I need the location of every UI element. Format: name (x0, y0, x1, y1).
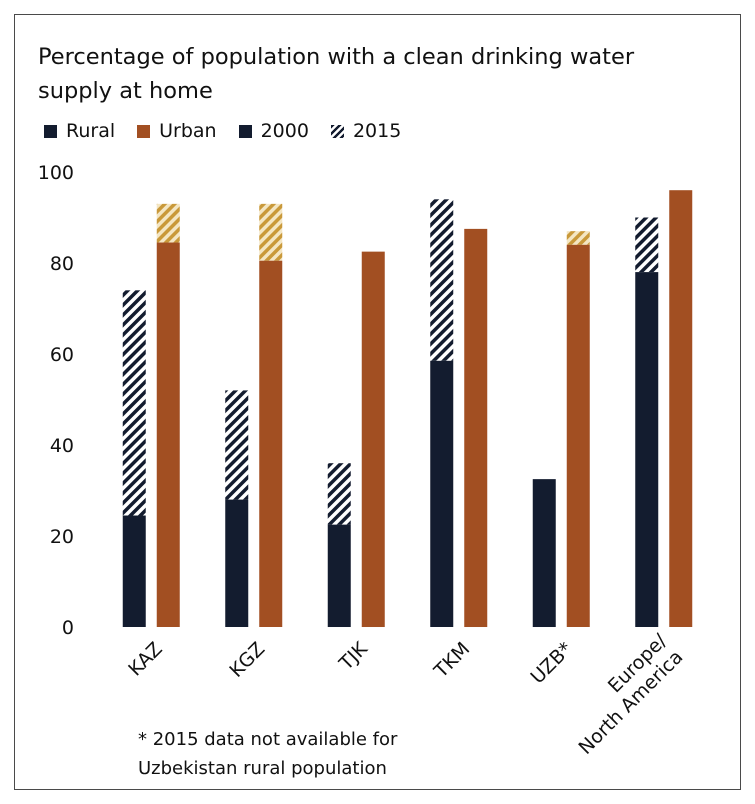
x-category-label: TJK (335, 638, 373, 676)
legend-swatch-rural (44, 124, 57, 138)
x-category-label: UZB* (526, 638, 576, 688)
footnote-line-2: Uzbekistan rural population (138, 758, 387, 779)
legend-item-2015: 2015 (330, 120, 402, 142)
chart-title-line-1: Percentage of population with a clean dr… (38, 44, 635, 70)
chart-legend: Rural Urban 2000 2015 (44, 116, 423, 146)
legend-label-2015: 2015 (352, 120, 402, 142)
legend-swatch-urban (137, 124, 151, 138)
urban-bar-2015-increment (156, 203, 180, 243)
urban-bar-2015-increment (566, 231, 590, 245)
x-category-label-line: UZB* (526, 638, 576, 688)
y-tick-label: 100 (38, 162, 74, 184)
x-category-label: KAZ (124, 638, 167, 681)
rural-bar-2015-increment (122, 290, 146, 516)
x-category-label: KGZ (225, 638, 269, 682)
x-category-label-line: TJK (335, 638, 373, 676)
footnote-line-1: * 2015 data not available for (138, 729, 398, 750)
legend-item-rural: Rural (44, 120, 115, 142)
rural-bar-2000 (122, 515, 146, 627)
rural-bar-2000 (430, 360, 454, 627)
urban-bar-2000 (259, 260, 283, 627)
legend-swatch-2015 (330, 124, 344, 138)
rural-bar-2000 (225, 499, 249, 627)
x-category-label-line: KAZ (124, 638, 167, 681)
y-tick-label: 0 (62, 617, 74, 639)
y-tick-label: 20 (50, 526, 74, 548)
legend-item-2000: 2000 (238, 120, 309, 142)
y-tick-label: 80 (50, 253, 74, 275)
urban-bar-2000 (361, 251, 385, 628)
urban-bar-2000 (669, 190, 693, 627)
x-category-label: Europe/North America (558, 629, 687, 758)
legend-label-rural: Rural (66, 120, 116, 142)
rural-bar-2015-increment (327, 463, 351, 525)
bars-group (122, 190, 693, 628)
rural-bar-2015-increment (635, 217, 659, 273)
legend-label-urban: Urban (159, 120, 217, 142)
footnote: * 2015 data not available for Uzbekistan… (138, 725, 478, 783)
chart-title-line-2: supply at home (38, 78, 213, 104)
chart-title: Percentage of population with a clean dr… (38, 40, 688, 108)
rural-bar-2015-increment (430, 199, 454, 361)
y-axis-tick-labels: 0 20 40 60 80 100 (38, 162, 74, 639)
x-category-label: TKM (429, 638, 474, 683)
urban-bar-2015-increment (259, 203, 283, 261)
y-tick-label: 60 (50, 344, 74, 366)
urban-bar-2000 (566, 244, 590, 628)
rural-bar-2000 (532, 479, 556, 628)
x-category-label-line: KGZ (225, 638, 269, 682)
urban-bar-2000 (156, 242, 180, 627)
rural-bar-2000 (635, 272, 659, 627)
legend-label-2000: 2000 (260, 120, 309, 142)
x-category-label-line: TKM (429, 638, 474, 683)
legend-item-urban: Urban (137, 120, 217, 142)
legend-swatch-2000 (238, 124, 252, 138)
rural-bar-2015-increment (225, 390, 249, 500)
rural-bar-2000 (327, 524, 351, 628)
y-tick-label: 40 (50, 435, 74, 457)
urban-bar-2000 (464, 228, 488, 628)
